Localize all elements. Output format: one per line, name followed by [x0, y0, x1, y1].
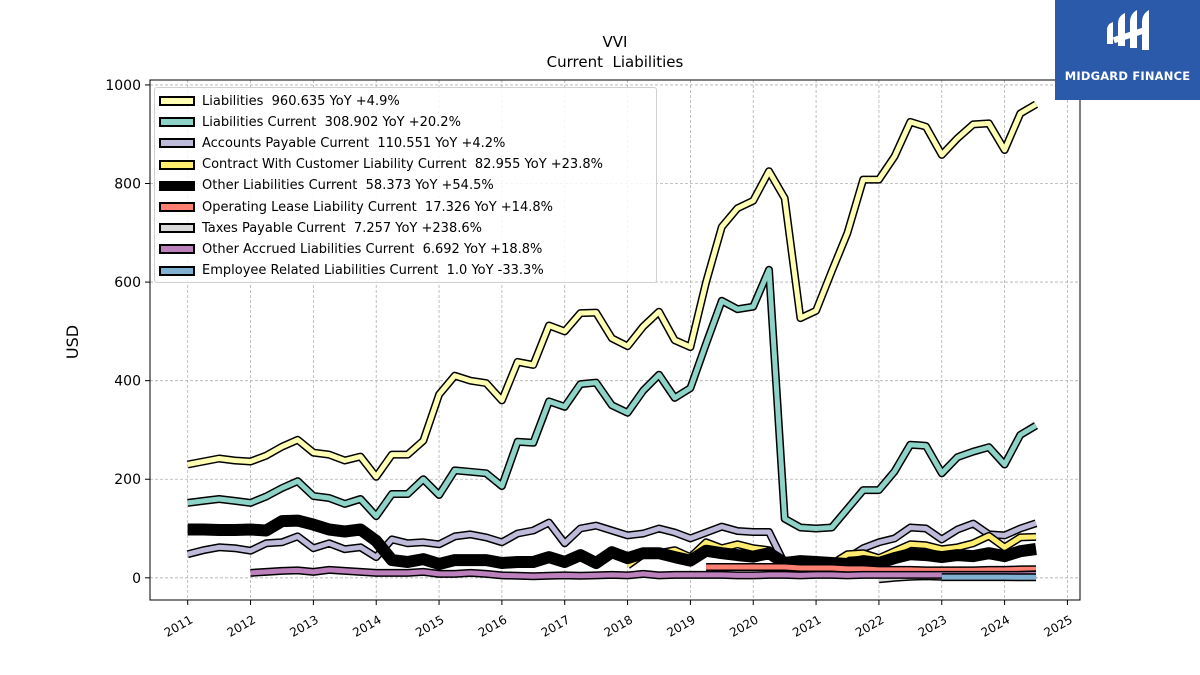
- logo-mark-icon: [1107, 10, 1149, 50]
- legend-swatch: [159, 202, 195, 212]
- series-line: [706, 564, 1037, 573]
- y-tick-label: 200: [114, 472, 141, 488]
- plot-frame: [149, 79, 1081, 601]
- y-tick-label: 400: [114, 374, 141, 390]
- x-tick-label: 2024: [979, 612, 1012, 639]
- x-tick-label: 2011: [162, 612, 195, 639]
- series-accounts-payable-current: [186, 518, 1038, 570]
- series-other-liabilities-current: [187, 514, 1037, 570]
- x-tick-label: 2018: [602, 612, 635, 639]
- x-tick-label: 2020: [727, 612, 760, 639]
- legend-item: Other Accrued Liabilities Current 6.692 …: [159, 240, 542, 258]
- series-liabilities-current: [187, 265, 1039, 533]
- legend-swatch: [159, 96, 195, 106]
- chart-title: VVI: [603, 33, 628, 51]
- series-layer: [186, 100, 1039, 584]
- legend-swatch: [159, 180, 195, 191]
- legend-swatch: [159, 244, 195, 255]
- legend-label: Accounts Payable Current 110.551 YoY +4.…: [202, 135, 506, 151]
- series-line: [187, 516, 1037, 569]
- x-tick-label: 2016: [476, 612, 509, 639]
- legend-item: Other Liabilities Current 58.373 YoY +54…: [159, 177, 494, 195]
- x-tick-label: 2019: [664, 612, 697, 639]
- legend: Liabilities 960.635 YoY +4.9% Liabilities…: [154, 87, 657, 283]
- legend-label: Other Accrued Liabilities Current 6.692 …: [202, 241, 543, 257]
- legend-label: Taxes Payable Current 7.257 YoY +238.6%: [202, 220, 482, 236]
- legend-item: Taxes Payable Current 7.257 YoY +238.6%: [159, 219, 482, 237]
- legend-swatch: [159, 138, 195, 149]
- y-tick-label: 0: [132, 571, 141, 587]
- legend-item: Liabilities Current 308.902 YoY +20.2%: [159, 113, 461, 131]
- legend-swatch: [159, 117, 195, 128]
- legend-item: Liabilities 960.635 YoY +4.9%: [159, 92, 400, 110]
- x-tick-label: 2025: [1041, 612, 1074, 639]
- x-tick-label: 2022: [853, 612, 886, 639]
- series-line-outline: [187, 265, 1039, 533]
- legend-label: Employee Related Liabilities Current 1.0…: [202, 263, 544, 279]
- chart-subtitle: Current Liabilities: [547, 53, 684, 71]
- legend-item: Accounts Payable Current 110.551 YoY +4.…: [159, 134, 505, 152]
- legend-label: Contract With Customer Liability Current…: [202, 157, 603, 173]
- x-tick-label: 2013: [287, 612, 320, 639]
- x-tick-label: 2014: [350, 612, 383, 639]
- legend-label: Liabilities 960.635 YoY +4.9%: [202, 93, 400, 109]
- legend-swatch: [159, 159, 195, 170]
- brand-logo: MIDGARD FINANCE: [1055, 0, 1200, 100]
- legend-swatch: [159, 265, 195, 276]
- x-tick-label: 2021: [790, 612, 823, 639]
- series-line: [250, 567, 1037, 579]
- x-tick-label: 2015: [413, 612, 446, 639]
- legend-item: Contract With Customer Liability Current…: [159, 156, 603, 174]
- series-liabilities: [186, 100, 1039, 481]
- series-line: [187, 267, 1038, 531]
- legend-swatch: [159, 223, 195, 234]
- logo-text: MIDGARD FINANCE: [1064, 69, 1191, 83]
- x-tick-label: 2023: [916, 612, 949, 639]
- x-tick-label: 2017: [539, 612, 572, 639]
- legend-item: Operating Lease Liability Current 17.326…: [159, 198, 553, 216]
- y-tick-label: 1000: [105, 78, 141, 94]
- series-operating-lease-liability-current: [706, 563, 1037, 575]
- series-line: [187, 102, 1038, 480]
- y-axis-label: USD: [63, 325, 82, 359]
- series-other-accrued-liabilities-current: [250, 565, 1037, 581]
- legend-label: Liabilities Current 308.902 YoY +20.2%: [202, 114, 461, 130]
- y-tick-label: 800: [114, 177, 141, 193]
- x-tick-label: 2012: [225, 612, 258, 639]
- legend-label: Other Liabilities Current 58.373 YoY +54…: [202, 178, 494, 194]
- legend-label: Operating Lease Liability Current 17.326…: [202, 199, 553, 215]
- series-line: [187, 520, 1037, 569]
- legend-item: Employee Related Liabilities Current 1.0…: [159, 262, 544, 280]
- y-tick-label: 600: [114, 275, 141, 291]
